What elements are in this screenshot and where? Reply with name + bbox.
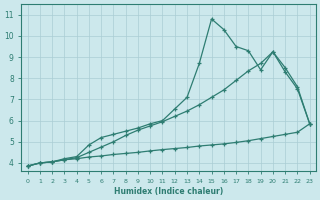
X-axis label: Humidex (Indice chaleur): Humidex (Indice chaleur) <box>114 187 223 196</box>
